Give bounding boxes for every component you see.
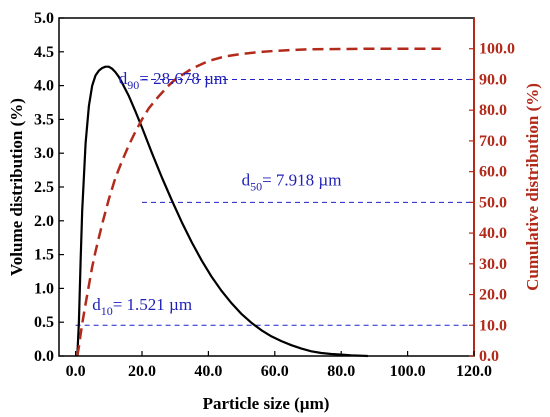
x-tick-label: 80.0: [327, 363, 355, 380]
y-left-axis-title: Volume distribution (%): [7, 98, 26, 276]
y-left-tick-label: 1.0: [34, 280, 54, 297]
volume-distribution-line: [76, 65, 368, 358]
y-right-tick-label: 80.0: [479, 102, 507, 119]
cumulative-distribution-line: [76, 47, 441, 357]
y-left-tick-label: 3.5: [34, 111, 54, 128]
series-layer: [76, 47, 441, 358]
annotation-d50: d50= 7.918 µm: [242, 171, 342, 194]
y-right-tick-label: 90.0: [479, 71, 507, 88]
y-left-tick-label: 0.0: [34, 348, 54, 365]
y-right-tick-label: 70.0: [479, 133, 507, 150]
y-right-tick-label: 20.0: [479, 287, 507, 304]
y-left-tick-label: 2.5: [34, 179, 54, 196]
y-right-tick-label: 10.0: [479, 317, 507, 334]
y-right-tick-label: 40.0: [479, 225, 507, 242]
y-right-tick-label: 100.0: [479, 41, 515, 58]
y-left-tick-label: 1.5: [34, 247, 54, 264]
y-left-tick-label: 0.5: [34, 314, 54, 331]
y-left-tick-label: 5.0: [34, 10, 54, 27]
annotation-d10: d10= 1.521 µm: [92, 295, 192, 318]
y-right-tick-label: 60.0: [479, 164, 507, 181]
y-right-tick-label: 0.0: [479, 348, 499, 365]
annotation-d90: d90= 28.678 µm: [119, 69, 227, 92]
x-axis-title: Particle size (µm): [203, 394, 330, 413]
y-right-axis-title: Cumulative distribution (%): [523, 83, 542, 291]
x-tick-label: 20.0: [128, 363, 156, 380]
ticks: 0.0 20.0 40.0 60.0 80.0 100.0 120.00.00.51.01.…: [34, 10, 515, 380]
y-right-tick-label: 50.0: [479, 194, 507, 211]
y-left-tick-label: 2.0: [34, 213, 54, 230]
y-left-tick-label: 4.0: [34, 78, 54, 95]
y-left-tick-label: 4.5: [34, 44, 54, 61]
x-tick-label: 100.0: [390, 363, 426, 380]
x-tick-label: 0.0: [66, 363, 86, 380]
y-right-tick-label: 30.0: [479, 256, 507, 273]
x-tick-label: 40.0: [194, 363, 222, 380]
reference-lines: [75, 78, 474, 326]
y-left-tick-label: 3.0: [34, 145, 54, 162]
x-tick-label: 60.0: [261, 363, 289, 380]
annotations: d90= 28.678 µm d50= 7.918 µm d10= 1.521 µm: [92, 69, 341, 318]
x-tick-label: 120.0: [456, 363, 492, 380]
